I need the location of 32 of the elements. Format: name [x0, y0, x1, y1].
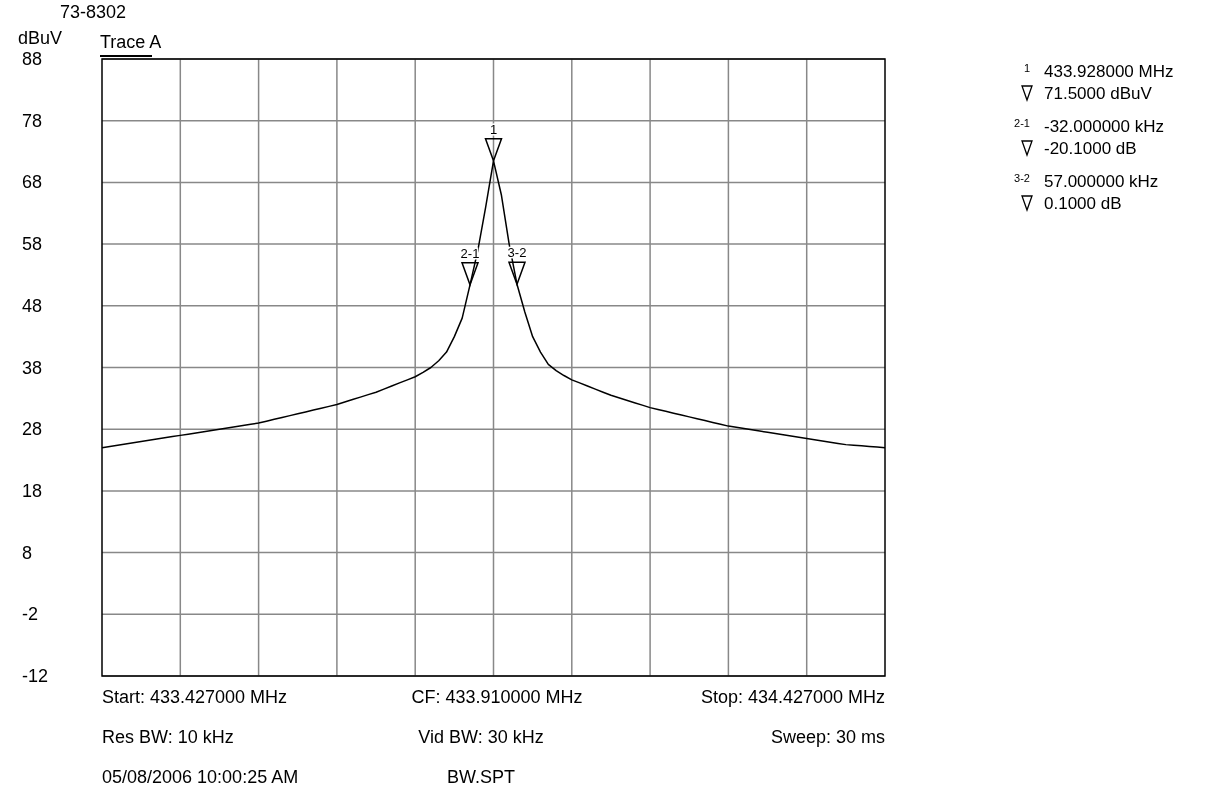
text: 2-1	[1014, 117, 1030, 129]
y-tick-label: 28	[22, 419, 43, 440]
text: 3-2	[1014, 172, 1030, 184]
y-tick-label: 88	[22, 49, 43, 69]
text: Trace A	[100, 32, 162, 52]
text: 57.000000 kHz	[1044, 172, 1159, 191]
text: -20.1000 dB	[1044, 139, 1137, 158]
text: 1	[1023, 62, 1030, 74]
text: BW.SPT	[446, 767, 516, 786]
y-tick-label: 58	[22, 234, 43, 255]
y-tick-label: 18	[22, 480, 43, 501]
text: Stop: 434.427000 MHz	[700, 687, 885, 707]
y-tick-label: 68	[22, 172, 43, 193]
text: CF: 433.910000 MHz	[411, 687, 583, 707]
text: Sweep: 30 ms	[770, 727, 885, 747]
y-axis-title: dBuV	[18, 28, 63, 48]
text: 433.928000 MHz	[1044, 62, 1174, 81]
y-tick-label: 78	[22, 110, 43, 131]
text: Vid BW: 30 kHz	[418, 727, 544, 747]
annotation: 1	[489, 121, 498, 137]
y-tick-label: 8	[22, 542, 33, 563]
chart-title: 73-8302	[60, 2, 127, 22]
y-tick-label: 38	[22, 357, 43, 378]
text: 71.5000 dBuV	[1044, 84, 1153, 103]
text: Res BW: 10 kHz	[102, 727, 234, 747]
y-tick-label: -12	[22, 666, 49, 686]
text: -32.000000 kHz	[1044, 117, 1165, 136]
y-tick-label: -2	[22, 604, 39, 625]
text: Start: 433.427000 MHz	[102, 687, 288, 707]
text: 05/08/2006 10:00:25 AM	[102, 767, 299, 786]
y-tick-label: 48	[22, 295, 43, 316]
text: 0.1000 dB	[1044, 194, 1122, 213]
